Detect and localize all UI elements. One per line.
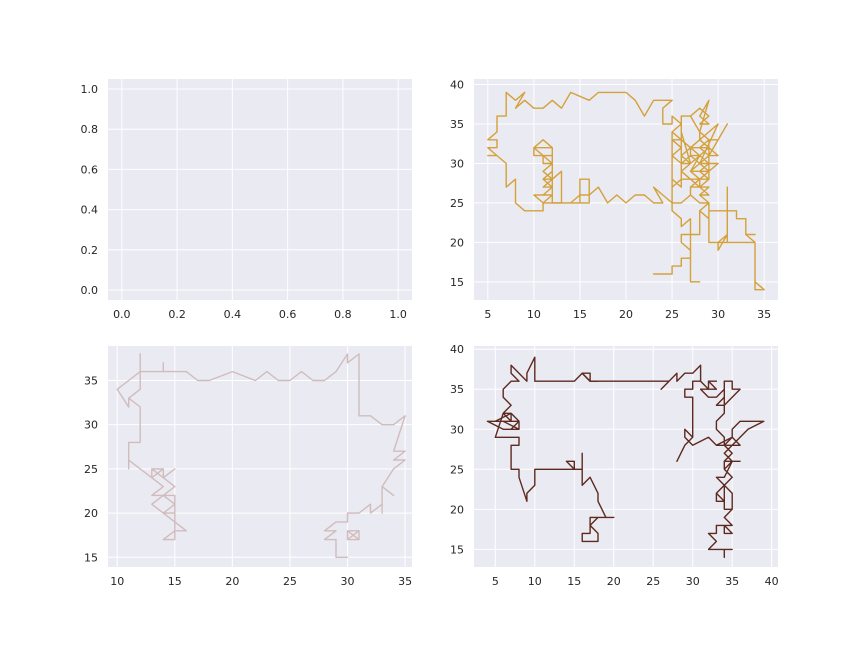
x-tick-label: 25: [283, 575, 297, 588]
x-tick-label: 5: [484, 308, 491, 321]
gridlines: [474, 346, 778, 567]
x-tick-label: 15: [573, 308, 587, 321]
x-tick-label: 5: [492, 575, 499, 588]
x-tick-label: 20: [619, 308, 633, 321]
y-tick-label: 30: [450, 157, 464, 170]
x-tick-label: 0.4: [224, 308, 242, 321]
x-tick-label: 0.2: [168, 308, 186, 321]
x-tick-label: 35: [757, 308, 771, 321]
gridlines: [108, 346, 412, 567]
y-tick-label: 25: [84, 463, 98, 476]
series-line-2: [581, 372, 599, 382]
x-tick-label: 10: [527, 308, 541, 321]
x-tick-label: 0.6: [279, 308, 297, 321]
subplot-top-right: 5 10 15 20 25 30 35 15 20 25 30 35 40: [450, 79, 778, 321]
x-tick-label: 30: [711, 308, 725, 321]
y-tick-label: 15: [450, 276, 464, 289]
y-tick-label: 0.2: [81, 244, 99, 257]
series-line-0: [487, 91, 765, 291]
y-tick-label: 0.6: [81, 163, 99, 176]
subplot-bottom-left: 10 15 20 25 30 35 15 20 25 30 35: [84, 346, 412, 588]
x-tick-label: 15: [567, 575, 581, 588]
y-tick-label: 25: [450, 197, 464, 210]
y-tick-label: 15: [450, 543, 464, 556]
y-tick-label: 0.8: [81, 123, 99, 136]
y-tick-label: 15: [84, 551, 98, 564]
x-tick-label: 25: [665, 308, 679, 321]
x-tick-label: 15: [168, 575, 182, 588]
y-tick-label: 1.0: [81, 83, 99, 96]
y-tick-label: 20: [84, 507, 98, 520]
x-tick-label: 40: [765, 575, 779, 588]
series-line-0: [676, 380, 765, 559]
y-tick-label: 25: [450, 463, 464, 476]
gridlines: [108, 79, 412, 300]
series-line-1: [533, 139, 563, 204]
x-tick-label: 20: [225, 575, 239, 588]
x-tick-label: 1.0: [389, 308, 407, 321]
series-line-2: [346, 530, 360, 541]
x-tick-label: 25: [646, 575, 660, 588]
subplot-top-left: 0.0 0.2 0.4 0.6 0.8 1.0 0.0 0.2 0.4 0.6 0.8 1.0: [81, 79, 412, 321]
y-tick-label: 20: [450, 503, 464, 516]
y-tick-label: 40: [450, 343, 464, 356]
y-tick-label: 0.4: [81, 204, 99, 217]
x-tick-label: 10: [528, 575, 542, 588]
y-tick-label: 35: [450, 383, 464, 396]
series-line-1: [127, 397, 188, 541]
y-tick-label: 35: [84, 374, 98, 387]
x-tick-label: 0.0: [113, 308, 131, 321]
series-line-0: [116, 353, 406, 558]
y-tick-label: 40: [450, 79, 464, 92]
subplot-bottom-right: 5 10 15 20 25 30 35 40 15 20 25 30 35 40: [450, 343, 779, 588]
plot-area: [108, 79, 412, 300]
series-line-1: [486, 356, 702, 543]
plot-area: [108, 346, 412, 567]
y-tick-label: 0.0: [81, 284, 99, 297]
x-tick-label: 35: [398, 575, 412, 588]
x-tick-label: 20: [607, 575, 621, 588]
x-tick-label: 0.8: [334, 308, 352, 321]
x-tick-label: 10: [110, 575, 124, 588]
y-tick-label: 35: [450, 118, 464, 131]
y-tick-label: 30: [450, 423, 464, 436]
x-tick-label: 35: [725, 575, 739, 588]
y-tick-label: 20: [450, 236, 464, 249]
y-tick-label: 30: [84, 419, 98, 432]
x-tick-label: 30: [341, 575, 355, 588]
x-tick-label: 30: [686, 575, 700, 588]
